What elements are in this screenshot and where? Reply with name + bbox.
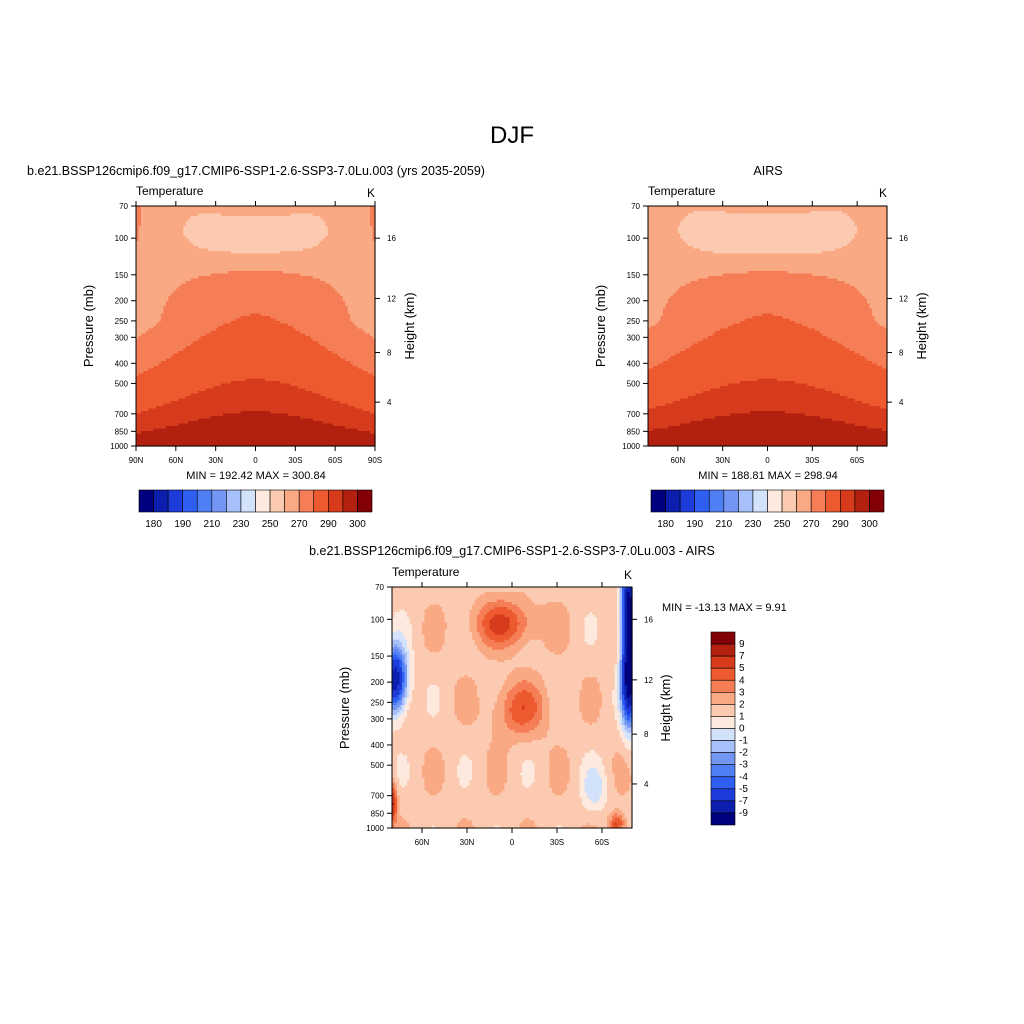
panel-model: b.e21.BSSP126cmip6.f09_g17.CMIP6-SSP1-2.… (27, 164, 485, 530)
panel-model-title: b.e21.BSSP126cmip6.f09_g17.CMIP6-SSP1-2.… (27, 164, 485, 178)
page-title: DJF (490, 122, 534, 149)
contour-fill-model (136, 206, 376, 447)
panel-model-unit: K (367, 186, 375, 200)
plot-model: 7010015020025030040050070085010001612849… (110, 201, 396, 465)
panel-model-variable: Temperature (136, 184, 204, 198)
